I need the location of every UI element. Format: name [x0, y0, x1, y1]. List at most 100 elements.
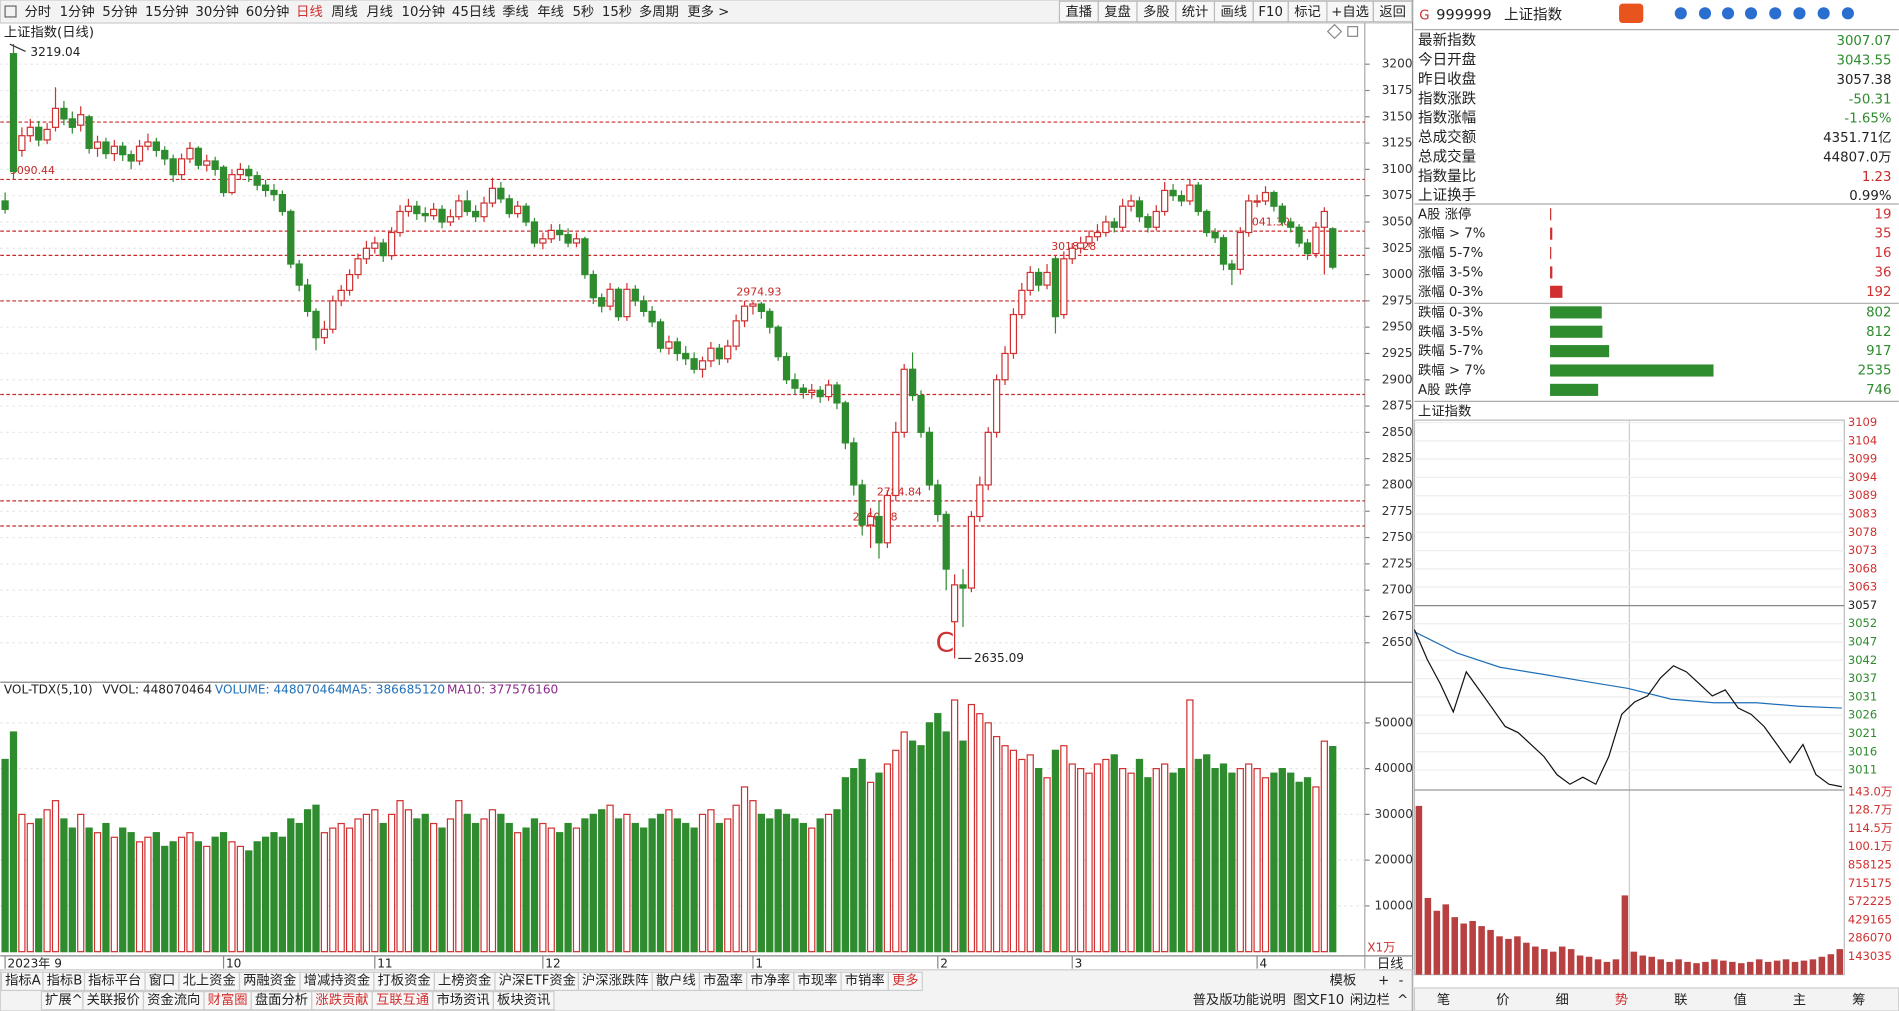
tab-label[interactable]: 市盈率 — [703, 972, 743, 989]
icon[interactable] — [1841, 7, 1854, 20]
toolbar-icon[interactable] — [4, 5, 17, 18]
tab-label[interactable]: 沪深ETF资金 — [499, 973, 576, 989]
period-tab[interactable]: 15分钟 — [145, 3, 189, 20]
icon[interactable] — [1721, 7, 1735, 20]
tool-label[interactable]: +自选 — [1331, 4, 1369, 20]
tab-label[interactable]: 指标A — [5, 973, 41, 989]
tool-label[interactable]: 画线 — [1220, 4, 1247, 20]
tool-label[interactable]: F10 — [1258, 5, 1283, 20]
volume-bar — [245, 850, 253, 953]
panel-tab[interactable]: 值 — [1733, 992, 1746, 1008]
volume-bar — [488, 809, 497, 953]
period-tab[interactable]: 多周期 — [639, 3, 679, 20]
volume-bar — [732, 804, 740, 953]
intraday-volume-bar — [1594, 959, 1602, 975]
panel-tab[interactable]: 势 — [1615, 992, 1628, 1008]
icon[interactable] — [1698, 7, 1712, 20]
panel-tab[interactable]: 筹 — [1852, 991, 1865, 1008]
tab-label[interactable]: 市场资讯 — [436, 991, 489, 1008]
period-tab[interactable]: 10分钟 — [402, 3, 446, 20]
tool-label[interactable]: 复盘 — [1104, 3, 1131, 20]
period-tab[interactable]: 15秒 — [602, 4, 632, 20]
tab[interactable] — [887, 971, 923, 992]
volume-bar — [631, 822, 639, 953]
chart-icon[interactable] — [1326, 23, 1343, 40]
panel-tab[interactable]: 细 — [1556, 992, 1569, 1008]
tab-label[interactable]: 盘面分析 — [255, 991, 308, 1008]
period-tab[interactable]: 周线 — [331, 4, 358, 20]
breadth-label: 涨幅 > 7% — [1418, 226, 1485, 242]
panel-tab[interactable]: 联 — [1674, 992, 1687, 1008]
tab-label[interactable]: 指标B — [47, 973, 83, 989]
candle-body — [1127, 200, 1135, 207]
tool-label[interactable]: 标记 — [1294, 4, 1321, 20]
tab-label[interactable]: 图文F10 — [1293, 992, 1344, 1008]
tool-label[interactable]: 多股 — [1143, 3, 1170, 20]
tab-label[interactable]: 市净率 — [750, 972, 790, 989]
tab-label[interactable]: 板块资讯 — [497, 992, 550, 1008]
tab-label[interactable]: 北上资金 — [183, 973, 236, 989]
tab-label[interactable]: 资金流向 — [147, 992, 200, 1008]
icon[interactable] — [1817, 7, 1830, 20]
tab-label[interactable]: 日线 — [1377, 956, 1404, 972]
candle-body — [102, 141, 110, 155]
period-tab[interactable]: 年线 — [537, 4, 564, 20]
tab-label[interactable]: 散户线 — [656, 972, 696, 989]
volume-bar — [749, 800, 757, 953]
tab-label[interactable]: 更多 — [892, 972, 919, 989]
period-tab[interactable]: 更多 > — [687, 3, 729, 20]
tool-label[interactable]: 直播 — [1066, 4, 1093, 20]
tab-label[interactable]: 打板资金 — [378, 973, 431, 989]
tab-label[interactable]: 模板 — [1330, 973, 1357, 989]
candle-body — [135, 145, 144, 162]
panel-tab[interactable]: 价 — [1496, 993, 1509, 1008]
period-tab[interactable]: 分时 — [24, 4, 51, 20]
candle-body — [1035, 271, 1043, 286]
period-tab[interactable]: 30分钟 — [195, 3, 239, 20]
tab-label[interactable]: 涨跌贡献 — [315, 992, 368, 1008]
tab-label[interactable]: 关联报价 — [87, 992, 140, 1008]
period-tab[interactable]: 5秒 — [572, 4, 594, 20]
tab-label[interactable]: - — [1399, 974, 1404, 989]
app-logo[interactable] — [1619, 3, 1644, 24]
chart-icon[interactable] — [1347, 26, 1359, 37]
period-tab[interactable]: 月线 — [366, 4, 393, 20]
tab-label[interactable]: 财富圈 — [208, 991, 248, 1008]
tab-label[interactable]: 指标平台 — [88, 973, 141, 989]
icon[interactable] — [1744, 7, 1758, 20]
period-tab[interactable]: 季线 — [502, 4, 529, 20]
tab-label[interactable]: 增减持资金 — [304, 973, 370, 989]
tool-label[interactable]: 统计 — [1182, 4, 1209, 20]
icon[interactable] — [1793, 7, 1806, 20]
icon[interactable] — [1769, 7, 1782, 20]
volume-bar — [1009, 749, 1018, 953]
tab-label[interactable]: 两融资金 — [243, 973, 296, 989]
tab-label[interactable]: ^ — [1397, 993, 1408, 1008]
tab-label[interactable]: 普及版功能说明 — [1193, 992, 1286, 1008]
volume-bar — [934, 713, 942, 953]
tool-label[interactable]: 返回 — [1379, 4, 1406, 20]
tab-label[interactable]: 市销率 — [845, 972, 885, 989]
candle-body — [1194, 184, 1202, 213]
panel-tab[interactable]: 笔 — [1437, 992, 1450, 1008]
volume-bar — [413, 818, 421, 953]
tab-label[interactable]: 闲边栏 — [1350, 992, 1390, 1008]
icon[interactable] — [1674, 7, 1687, 20]
period-tab[interactable]: 日线 — [296, 4, 323, 20]
tool-button[interactable] — [1058, 0, 1099, 23]
tab-label[interactable]: 互联互通 — [376, 992, 429, 1008]
tab-label[interactable]: 上榜资金 — [438, 972, 491, 989]
tab-label[interactable]: 市现率 — [798, 972, 838, 989]
tab-label[interactable]: 扩展^ — [45, 992, 83, 1008]
period-tab[interactable]: 45日线 — [452, 4, 496, 20]
tab-label[interactable]: + — [1378, 974, 1389, 989]
tab[interactable] — [492, 991, 555, 1011]
vol-tick-label: 143035 — [1848, 949, 1892, 963]
period-tab[interactable]: 60分钟 — [246, 3, 290, 20]
period-tab[interactable]: 1分钟 — [60, 3, 95, 20]
tab-label[interactable]: 窗口 — [149, 972, 176, 989]
period-tab[interactable]: 5分钟 — [102, 3, 137, 20]
tab-label[interactable]: 沪深涨跌阵 — [582, 973, 648, 989]
panel-tab[interactable]: 主 — [1793, 992, 1806, 1008]
candle-body — [1110, 221, 1118, 228]
